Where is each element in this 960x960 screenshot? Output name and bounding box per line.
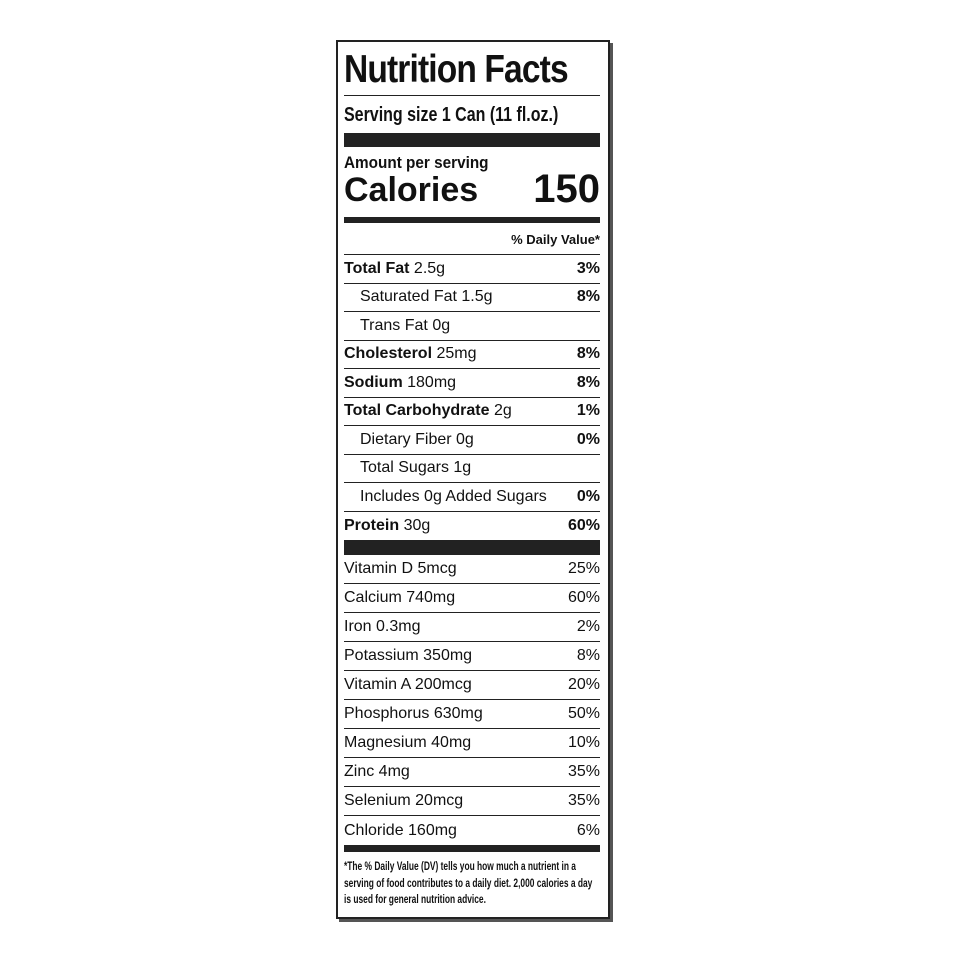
vitamin-daily-value: 35% [567, 792, 600, 809]
nutrient-daily-value: 8% [576, 288, 600, 306]
vitamin-label: Vitamin D 5mcg [344, 560, 457, 577]
medium-divider [344, 845, 600, 852]
nutrient-name: Includes 0g Added Sugars [360, 487, 547, 505]
serving-size-text: Serving size 1 Can (11 fl.oz.) [344, 104, 559, 126]
nutrient-daily-value: 60% [567, 516, 600, 534]
nutrient-label: Total Fat 2.5g [344, 260, 445, 278]
daily-value-header: % Daily Value* [344, 223, 600, 255]
thick-divider [344, 540, 600, 555]
vitamin-label: Phosphorus 630mg [344, 705, 483, 722]
vitamin-label: Selenium 20mcg [344, 792, 464, 809]
nutrient-name: Saturated Fat 1.5g [360, 288, 493, 306]
nutrient-label: Cholesterol 25mg [344, 345, 476, 363]
vitamin-row: Potassium 350mg 8% [344, 642, 600, 671]
vitamin-row: Calcium 740mg 60% [344, 584, 600, 613]
nutrient-row: Total Carbohydrate 2g 1% [344, 398, 600, 426]
nutrient-label: Dietary Fiber 0g [360, 431, 474, 449]
calories-label: Calories [344, 171, 479, 209]
vitamin-daily-value: 10% [567, 734, 600, 751]
nutrient-row: Total Fat 2.5g 3% [344, 255, 600, 284]
title-text: Nutrition Facts [344, 48, 569, 91]
amount-per-serving-text: Amount per serving [344, 153, 489, 172]
serving-size: Serving size 1 Can (11 fl.oz.) [344, 96, 600, 133]
vitamin-daily-value: 60% [567, 589, 600, 606]
vitamin-daily-value: 6% [576, 821, 600, 839]
vitamin-row: Magnesium 40mg 10% [344, 729, 600, 758]
nutrient-row: Protein 30g 60% [344, 512, 600, 541]
nutrient-label: Sodium 180mg [344, 374, 456, 392]
vitamin-label: Vitamin A 200mcg [344, 676, 472, 693]
nutrient-amount: 25mg [432, 345, 477, 363]
nutrient-name: Trans Fat 0g [360, 316, 451, 334]
nutrient-row: Cholesterol 25mg 8% [344, 341, 600, 369]
calories-section: Amount per serving Calories 150 [344, 147, 600, 217]
vitamin-daily-value: 8% [576, 647, 600, 664]
vitamin-label: Calcium 740mg [344, 589, 456, 606]
nutrient-row: Total Sugars 1g [344, 455, 600, 483]
nutrient-row: Sodium 180mg 8% [344, 369, 600, 398]
nutrient-daily-value: 3% [576, 259, 600, 277]
nutrient-name: Cholesterol [344, 345, 433, 363]
vitamin-daily-value: 25% [567, 560, 600, 577]
vitamin-daily-value: 50% [567, 705, 600, 722]
nutrient-label: Trans Fat 0g [360, 317, 450, 335]
nutrient-daily-value: 8% [576, 373, 600, 391]
nutrient-label: Includes 0g Added Sugars [360, 488, 547, 506]
footnote-text: *The % Daily Value (DV) tells you how mu… [344, 859, 593, 906]
nutrient-amount: 2g [489, 402, 512, 420]
nutrient-daily-value: 0% [576, 430, 600, 448]
nutrient-label: Protein 30g [344, 517, 430, 535]
nutrient-row: Dietary Fiber 0g 0% [344, 426, 600, 455]
vitamin-row: Iron 0.3mg 2% [344, 613, 600, 642]
nutrient-name: Total Fat [344, 259, 410, 277]
vitamin-row: Phosphorus 630mg 50% [344, 700, 600, 729]
nutrient-amount: 30g [399, 516, 431, 534]
nutrient-row: Trans Fat 0g [344, 312, 600, 341]
nutrient-list: Total Fat 2.5g 3% Saturated Fat 1.5g 8% Tran… [344, 255, 600, 540]
amount-per-serving: Amount per serving [344, 153, 505, 173]
nutrient-row: Includes 0g Added Sugars 0% [344, 483, 600, 512]
nutrient-daily-value: 0% [576, 487, 600, 505]
vitamin-list: Vitamin D 5mcg 25% Calcium 740mg 60% Iron 0.… [344, 555, 600, 845]
nutrient-name: Total Sugars 1g [360, 459, 472, 477]
label-title: Nutrition Facts [344, 42, 600, 96]
vitamin-label: Magnesium 40mg [344, 734, 472, 751]
medium-divider [344, 217, 600, 223]
nutrient-name: Dietary Fiber 0g [360, 430, 474, 448]
vitamin-daily-value: 2% [576, 618, 600, 635]
nutrient-daily-value: 8% [576, 345, 600, 363]
nutrient-name: Sodium [344, 373, 403, 391]
vitamin-daily-value: 20% [567, 676, 600, 693]
nutrient-daily-value: 1% [576, 402, 600, 420]
nutrient-label: Total Carbohydrate 2g [344, 402, 512, 420]
nutrient-amount: 180mg [402, 373, 457, 391]
nutrient-label: Total Sugars 1g [360, 459, 471, 477]
nutrient-label: Saturated Fat 1.5g [360, 288, 493, 306]
vitamin-row: Zinc 4mg 35% [344, 758, 600, 787]
thick-divider [344, 133, 600, 147]
calories-value: 150 [533, 167, 600, 211]
vitamin-label: Zinc 4mg [344, 763, 410, 780]
nutrient-row: Saturated Fat 1.5g 8% [344, 284, 600, 312]
vitamin-label: Potassium 350mg [344, 647, 473, 664]
vitamin-daily-value: 35% [567, 763, 600, 780]
nutrient-amount: 2.5g [409, 259, 446, 277]
nutrient-name: Total Carbohydrate [344, 402, 490, 420]
vitamin-row: Vitamin A 200mcg 20% [344, 671, 600, 700]
vitamin-row: Chloride 160mg 6% [344, 816, 600, 845]
footnote: *The % Daily Value (DV) tells you how mu… [344, 852, 600, 908]
vitamin-label: Iron 0.3mg [344, 618, 421, 635]
vitamin-label: Chloride 160mg [344, 821, 457, 839]
vitamin-row: Selenium 20mcg 35% [344, 787, 600, 816]
nutrient-name: Protein [344, 516, 400, 534]
nutrition-facts-label: Nutrition Facts Serving size 1 Can (11 f… [336, 40, 610, 919]
vitamin-row: Vitamin D 5mcg 25% [344, 555, 600, 584]
